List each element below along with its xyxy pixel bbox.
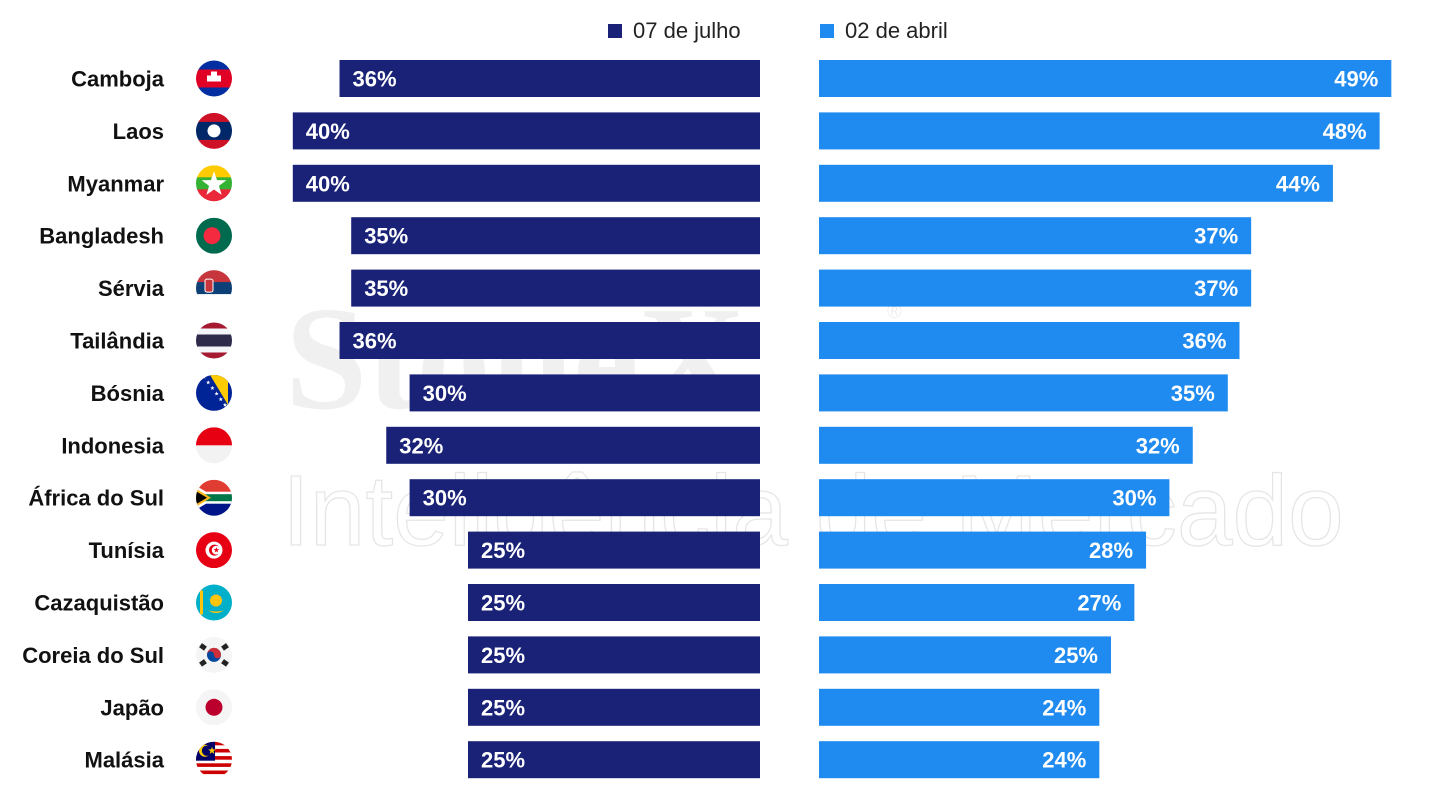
bar-02-de-abril-myanmar — [819, 164, 1333, 202]
bar-02-de-abril-bangladesh — [819, 217, 1252, 255]
kazakhstan-flag-icon — [196, 584, 232, 621]
bar-02-de-abril-tailandia — [819, 322, 1240, 359]
tunisia-flag-icon — [196, 532, 232, 569]
data-label-02-de-abril-bangladesh: 37% — [1194, 224, 1238, 249]
serbia-flag-icon — [196, 270, 232, 307]
data-label-02-de-abril-myanmar: 44% — [1276, 171, 1320, 196]
data-label-02-de-abril-coreia-do-sul: 25% — [1054, 643, 1098, 668]
south-africa-flag-icon — [196, 479, 232, 516]
bosnia-flag-icon — [196, 374, 232, 411]
data-label-07-de-julho-indonesia: 32% — [399, 433, 443, 458]
bar-07-de-julho-tailandia — [339, 322, 760, 359]
data-label-02-de-abril-japao: 24% — [1042, 695, 1086, 720]
data-label-07-de-julho-malasia: 25% — [481, 748, 525, 773]
legend-swatch-series-2 — [820, 24, 834, 38]
bar-07-de-julho-camboja — [339, 60, 760, 97]
data-label-07-de-julho-coreia-do-sul: 25% — [481, 643, 525, 668]
bar-07-de-julho-tunisia — [468, 531, 760, 569]
data-label-02-de-abril-cazaquistao: 27% — [1077, 591, 1121, 616]
bar-07-de-julho-africa-do-sul — [409, 479, 760, 517]
category-label-tunisia: Tunísia — [89, 538, 165, 563]
bar-07-de-julho-coreia-do-sul — [468, 636, 760, 674]
data-label-07-de-julho-camboja: 36% — [353, 67, 397, 92]
bar-02-de-abril-coreia-do-sul — [819, 636, 1111, 674]
category-label-japao: Japão — [100, 695, 164, 720]
bar-07-de-julho-cazaquistao — [468, 584, 760, 621]
south-korea-flag-icon — [196, 636, 232, 673]
bar-02-de-abril-servia — [819, 269, 1252, 307]
category-label-africa-do-sul: África do Sul — [28, 486, 164, 511]
data-label-07-de-julho-bosnia: 30% — [423, 381, 467, 406]
data-label-07-de-julho-tunisia: 25% — [481, 538, 525, 563]
data-label-02-de-abril-bosnia: 35% — [1171, 381, 1215, 406]
data-label-07-de-julho-africa-do-sul: 30% — [423, 486, 467, 511]
data-label-07-de-julho-cazaquistao: 25% — [481, 591, 525, 616]
data-label-07-de-julho-japao: 25% — [481, 695, 525, 720]
legend-label-series-2: 02 de abril — [845, 18, 948, 43]
bangladesh-flag-icon — [196, 217, 232, 254]
bar-02-de-abril-malasia — [819, 741, 1100, 779]
bar-02-de-abril-japao — [819, 688, 1100, 726]
bar-07-de-julho-myanmar — [292, 164, 760, 202]
category-label-laos: Laos — [113, 119, 164, 144]
bar-02-de-abril-indonesia — [819, 426, 1193, 464]
data-label-02-de-abril-africa-do-sul: 30% — [1112, 486, 1156, 511]
bar-02-de-abril-cazaquistao — [819, 584, 1135, 621]
myanmar-flag-icon — [196, 165, 232, 202]
category-label-malasia: Malásia — [85, 748, 165, 773]
data-label-02-de-abril-indonesia: 32% — [1136, 433, 1180, 458]
data-label-02-de-abril-servia: 37% — [1194, 276, 1238, 301]
bar-02-de-abril-camboja — [819, 60, 1392, 97]
cambodia-flag-icon — [196, 60, 232, 97]
category-label-cazaquistao: Cazaquistão — [34, 591, 164, 616]
bar-02-de-abril-laos — [819, 112, 1380, 150]
laos-flag-icon — [196, 112, 232, 149]
data-label-02-de-abril-malasia: 24% — [1042, 748, 1086, 773]
category-axis: Camboja Laos Myanmar Bangladesh Sérvia Tailân… — [22, 67, 165, 773]
bar-07-de-julho-bangladesh — [351, 217, 760, 255]
legend-item-series-1: 07 de julho — [608, 18, 741, 44]
bar-07-de-julho-japao — [468, 688, 760, 726]
data-label-07-de-julho-servia: 35% — [364, 276, 408, 301]
data-label-07-de-julho-laos: 40% — [306, 119, 350, 144]
thailand-flag-icon — [196, 322, 232, 359]
country-flags — [196, 60, 232, 778]
data-label-07-de-julho-tailandia: 36% — [353, 329, 397, 354]
data-label-02-de-abril-tailandia: 36% — [1182, 329, 1226, 354]
legend-swatch-series-1 — [608, 24, 622, 38]
data-label-07-de-julho-bangladesh: 35% — [364, 224, 408, 249]
category-label-indonesia: Indonesia — [61, 433, 164, 458]
data-label-02-de-abril-laos: 48% — [1323, 119, 1367, 144]
category-label-tailandia: Tailândia — [70, 329, 164, 354]
data-label-02-de-abril-tunisia: 28% — [1089, 538, 1133, 563]
bar-02-de-abril-africa-do-sul — [819, 479, 1170, 517]
legend-item-series-2: 02 de abril — [820, 18, 948, 44]
series-07-de-julho: 36% 40% 40% 35% 35% 36% 30% 32% 30% 25% 25% 25% 25% 2… — [292, 60, 760, 779]
legend-label-series-1: 07 de julho — [633, 18, 741, 43]
bar-07-de-julho-malasia — [468, 741, 760, 779]
indonesia-flag-icon — [196, 427, 232, 464]
series-02-de-abril: 49% 48% 44% 37% 37% 36% 35% 32% 30% 28% 27% 25% 24% 2… — [819, 60, 1392, 779]
category-label-coreia-do-sul: Coreia do Sul — [22, 643, 164, 668]
category-label-servia: Sérvia — [98, 276, 165, 301]
bar-07-de-julho-laos — [292, 112, 760, 150]
chart-legend: 07 de julho 02 de abril — [0, 18, 1437, 48]
bar-07-de-julho-indonesia — [386, 426, 760, 464]
bar-07-de-julho-servia — [351, 269, 760, 307]
bar-02-de-abril-bosnia — [819, 374, 1228, 412]
japan-flag-icon — [196, 689, 232, 726]
category-label-camboja: Camboja — [71, 67, 165, 92]
category-label-bosnia: Bósnia — [91, 381, 165, 406]
bar-02-de-abril-tunisia — [819, 531, 1147, 569]
malaysia-flag-icon — [196, 741, 232, 778]
bar-07-de-julho-bosnia — [409, 374, 760, 412]
data-label-07-de-julho-myanmar: 40% — [306, 171, 350, 196]
category-label-myanmar: Myanmar — [67, 171, 164, 196]
category-label-bangladesh: Bangladesh — [39, 224, 164, 249]
data-label-02-de-abril-camboja: 49% — [1334, 67, 1378, 92]
